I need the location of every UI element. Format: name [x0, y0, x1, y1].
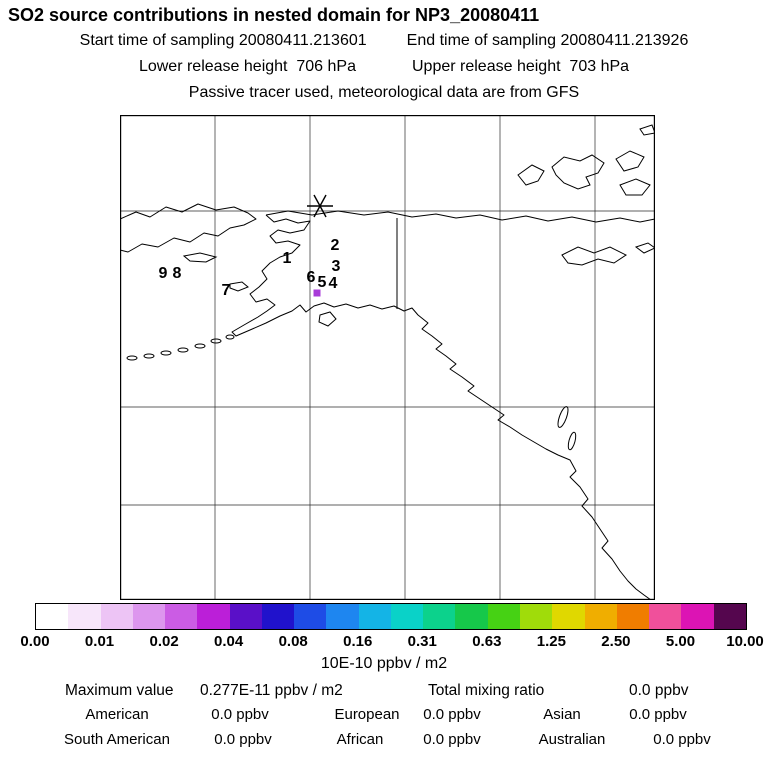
- colorbar-tick: 10.00: [726, 633, 764, 650]
- colorbar-segment: [519, 604, 553, 629]
- coastline-arctic: [265, 210, 655, 223]
- concentration-hotspot: [313, 289, 321, 297]
- colorbar-tick-labels: 0.00 0.01 0.02 0.04 0.08 0.16 0.31 0.63 …: [20, 633, 763, 651]
- aleutian-islands: [126, 334, 235, 361]
- source-marker-7: 7: [222, 282, 231, 299]
- coastline-alaska-pacific: [231, 214, 652, 600]
- release-heights-line: Lower release height 706 hPa Upper relea…: [0, 58, 768, 76]
- coastlines: [120, 124, 655, 600]
- colorbar-unit-label: 10E-10 ppbv / m2: [320, 655, 448, 672]
- colorbar-segment: [390, 604, 424, 629]
- source-marker-4: 4: [329, 275, 338, 292]
- region-name: African: [336, 731, 384, 748]
- source-marker-2: 2: [331, 237, 340, 254]
- region-value: 0.0 ppbv: [653, 731, 711, 748]
- max-value-text: 0.277E-11 ppbv / m2: [200, 682, 343, 699]
- source-marker-5: 5: [318, 274, 327, 291]
- lower-release-text: Lower release height 706 hPa: [138, 58, 356, 75]
- colorbar-tick: 2.50: [601, 633, 631, 650]
- colorbar-tick: 0.63: [472, 633, 502, 650]
- stats-row: Maximum value 0.277E-11 ppbv / m2 Total …: [0, 682, 768, 702]
- colorbar-segment: [294, 604, 327, 629]
- colorbar-segment: [229, 604, 262, 629]
- arctic-islands: [517, 124, 655, 266]
- pacific-coast-islands: [557, 406, 577, 451]
- region-value: 0.0 ppbv: [423, 731, 481, 748]
- colorbar-segment: [36, 604, 69, 629]
- region-value: 0.0 ppbv: [629, 706, 687, 723]
- colorbar-segment: [100, 604, 133, 629]
- region-name: American: [85, 706, 149, 723]
- colorbar-segment: [616, 604, 650, 629]
- region-name: Australian: [538, 731, 606, 748]
- receptor-star-arm: [313, 194, 327, 218]
- coastline-chukotka: [120, 203, 257, 253]
- region-value: 0.0 ppbv: [211, 706, 269, 723]
- region-value: 0.0 ppbv: [214, 731, 272, 748]
- total-ratio-label: Total mixing ratio: [428, 682, 545, 699]
- colorbar-tick: 0.31: [407, 633, 437, 650]
- source-marker-9: 9: [159, 265, 168, 282]
- tracer-text: Passive tracer used, meteorological data…: [188, 84, 580, 101]
- source-marker-8: 8: [173, 265, 182, 282]
- map-border: [120, 115, 655, 600]
- colorbar-tick: 0.04: [214, 633, 244, 650]
- colorbar-segment: [423, 604, 456, 629]
- colorbar-tick: 0.02: [149, 633, 179, 650]
- total-ratio-value: 0.0 ppbv: [629, 682, 689, 699]
- source-marker-1: 1: [283, 250, 292, 267]
- start-time-text: Start time of sampling 20080411.213601: [79, 32, 367, 49]
- colorbar-tick: 0.08: [278, 633, 308, 650]
- colorbar-segment: [165, 604, 198, 629]
- page-title: SO2 source contributions in nested domai…: [8, 5, 540, 25]
- nunivak-island: [229, 281, 249, 292]
- region-name: South American: [64, 731, 170, 748]
- end-time-text: End time of sampling 20080411.213926: [406, 32, 689, 49]
- source-marker-6: 6: [307, 269, 316, 286]
- st-lawrence-island: [182, 252, 218, 263]
- max-value-label: Maximum value: [65, 682, 174, 699]
- colorbar-segment: [649, 604, 682, 629]
- kodiak-island: [318, 311, 337, 327]
- colorbar-segment: [326, 604, 359, 629]
- tracer-info-line: Passive tracer used, meteorological data…: [0, 84, 768, 102]
- colorbar-tick: 0.01: [84, 633, 115, 650]
- colorbar-segment: [197, 604, 230, 629]
- colorbar-segment: [552, 604, 585, 629]
- colorbar-tick: 0.00: [20, 633, 50, 650]
- region-name: Asian: [543, 706, 581, 723]
- colorbar-segment: [584, 604, 617, 629]
- colorbar: [35, 603, 747, 630]
- colorbar-tick: 0.16: [343, 633, 373, 650]
- colorbar-segment: [713, 604, 746, 629]
- colorbar-segment: [261, 604, 295, 629]
- colorbar-segment: [358, 604, 391, 629]
- source-marker-3: 3: [332, 258, 341, 275]
- colorbar-segment: [681, 604, 714, 629]
- colorbar-tick: 1.25: [536, 633, 566, 650]
- colorbar-segment: [68, 604, 101, 629]
- region-name: European: [334, 706, 400, 723]
- region-value: 0.0 ppbv: [423, 706, 481, 723]
- colorbar-segment: [487, 604, 520, 629]
- colorbar-segment: [132, 604, 166, 629]
- graticule: [120, 115, 655, 600]
- upper-release-text: Upper release height 703 hPa: [412, 58, 630, 75]
- colorbar-segment: [455, 604, 488, 629]
- sampling-times-line: Start time of sampling 20080411.213601 E…: [0, 32, 768, 50]
- colorbar-tick: 5.00: [665, 633, 696, 650]
